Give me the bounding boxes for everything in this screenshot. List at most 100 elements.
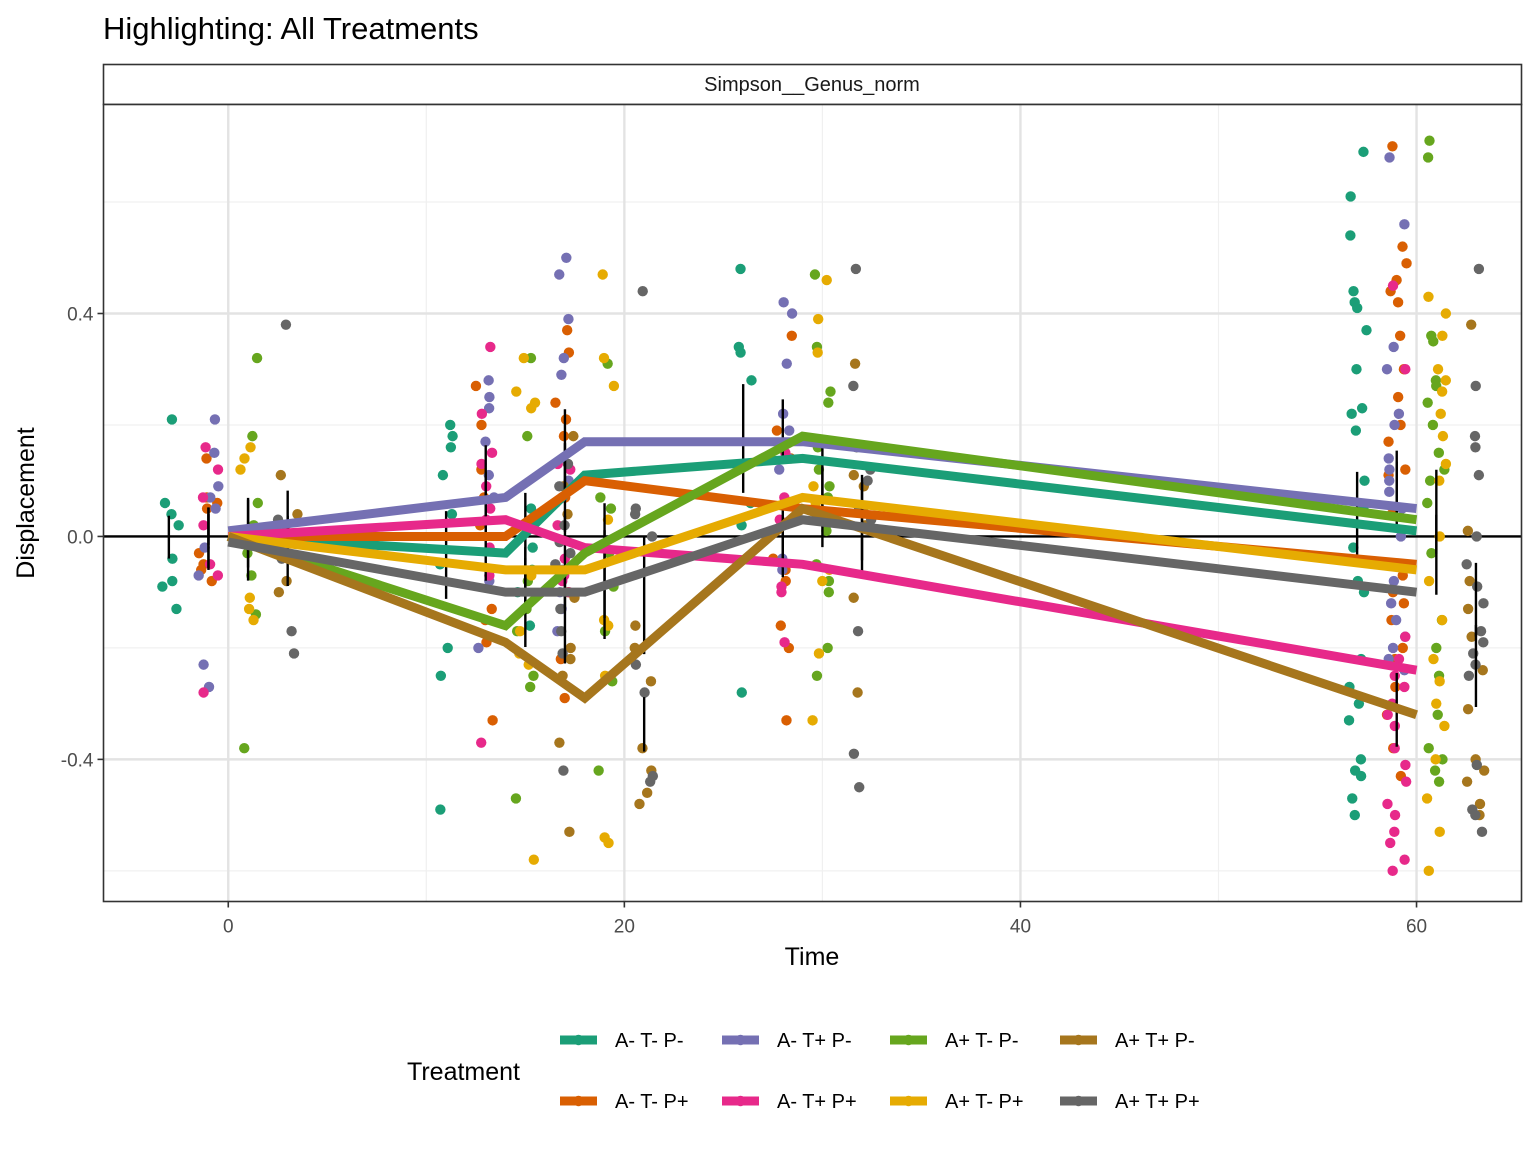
data-point [1387, 141, 1398, 152]
data-point [204, 559, 216, 570]
data-point [786, 308, 798, 319]
data-point [275, 469, 287, 481]
legend-item: A- T- P- [560, 1030, 684, 1052]
data-point [525, 352, 537, 364]
data-point [252, 497, 263, 509]
data-point [1399, 681, 1410, 693]
data-point [784, 425, 795, 436]
data-point [200, 442, 211, 453]
data-point [564, 826, 575, 838]
data-point [245, 442, 256, 453]
data-point [1350, 425, 1362, 436]
data-point [1477, 665, 1488, 676]
data-point [1352, 302, 1363, 314]
data-point [854, 782, 865, 793]
data-point [563, 313, 574, 325]
data-point [1475, 625, 1487, 637]
data-point [603, 837, 614, 849]
data-point [201, 453, 212, 464]
data-point [1384, 464, 1395, 475]
data-point [1474, 798, 1486, 810]
data-point [1428, 336, 1439, 347]
data-point [809, 269, 821, 280]
data-point [1400, 759, 1411, 771]
y-tick-label: -0.4 [61, 750, 94, 771]
data-point [1476, 826, 1488, 838]
data-point [1359, 475, 1370, 486]
data-point [198, 520, 209, 531]
data-point [808, 481, 819, 492]
legend-label: A+ T- P+ [945, 1091, 1024, 1113]
data-point [862, 475, 873, 486]
data-point [1478, 637, 1489, 648]
data-point [486, 447, 498, 459]
data-point [522, 430, 533, 442]
data-point [476, 737, 487, 748]
data-point [1430, 754, 1441, 765]
data-point [561, 252, 572, 263]
data-point [1345, 191, 1356, 202]
data-point [1433, 447, 1445, 459]
data-point [1383, 436, 1394, 447]
data-point [593, 765, 604, 776]
data-point [1397, 241, 1408, 252]
data-point [1440, 308, 1452, 319]
data-point [629, 508, 641, 520]
data-point [1434, 826, 1445, 838]
data-point [817, 575, 828, 587]
legend-label: A- T- P+ [615, 1091, 689, 1113]
data-point [1423, 743, 1434, 754]
legend-key-point [1073, 1095, 1084, 1107]
data-point [239, 453, 250, 464]
data-point [1421, 793, 1433, 804]
data-point [645, 676, 657, 687]
data-point [641, 787, 653, 799]
data-point [559, 692, 570, 704]
data-point [637, 743, 648, 754]
data-point [1398, 598, 1410, 609]
data-point [812, 313, 824, 325]
legend-items: A- T- P- A- T- P+ A- T+ P- A- T+ P+ A+ T- P-… [560, 1030, 1200, 1113]
data-point [1437, 430, 1449, 442]
data-point [1423, 291, 1434, 302]
data-point [807, 715, 818, 726]
data-point [597, 269, 608, 280]
legend-item: A- T- P+ [560, 1091, 689, 1113]
data-point [812, 347, 823, 358]
data-point [1426, 547, 1437, 559]
data-point [1470, 442, 1481, 453]
data-point [1348, 286, 1359, 297]
data-point [518, 352, 530, 364]
data-point [437, 469, 449, 481]
data-point [1390, 681, 1401, 693]
data-point [735, 263, 746, 275]
data-point [1387, 865, 1398, 877]
y-axis-label: Displacement [12, 427, 40, 579]
y-tick-label: 0.4 [67, 305, 94, 326]
data-point [1397, 642, 1408, 654]
data-point [511, 386, 522, 397]
legend-item: A- T+ P+ [722, 1091, 857, 1113]
data-point [1422, 152, 1434, 163]
data-point [1400, 364, 1411, 375]
data-point [480, 436, 491, 447]
data-point [524, 681, 536, 693]
data-point [1394, 330, 1406, 341]
data-point [514, 625, 526, 637]
data-point [821, 525, 832, 537]
data-point [1423, 865, 1435, 877]
data-point [849, 358, 861, 369]
data-point [435, 670, 447, 681]
data-point [210, 503, 221, 514]
data-point [442, 642, 453, 654]
data-point [1463, 670, 1475, 681]
data-point [1461, 559, 1472, 570]
series-line [227, 492, 1418, 575]
data-point [1393, 653, 1405, 665]
legend-label: A+ T- P- [945, 1030, 1019, 1052]
data-point [1471, 531, 1482, 542]
data-point [554, 737, 565, 748]
data-point [199, 542, 210, 553]
data-point [445, 419, 456, 431]
